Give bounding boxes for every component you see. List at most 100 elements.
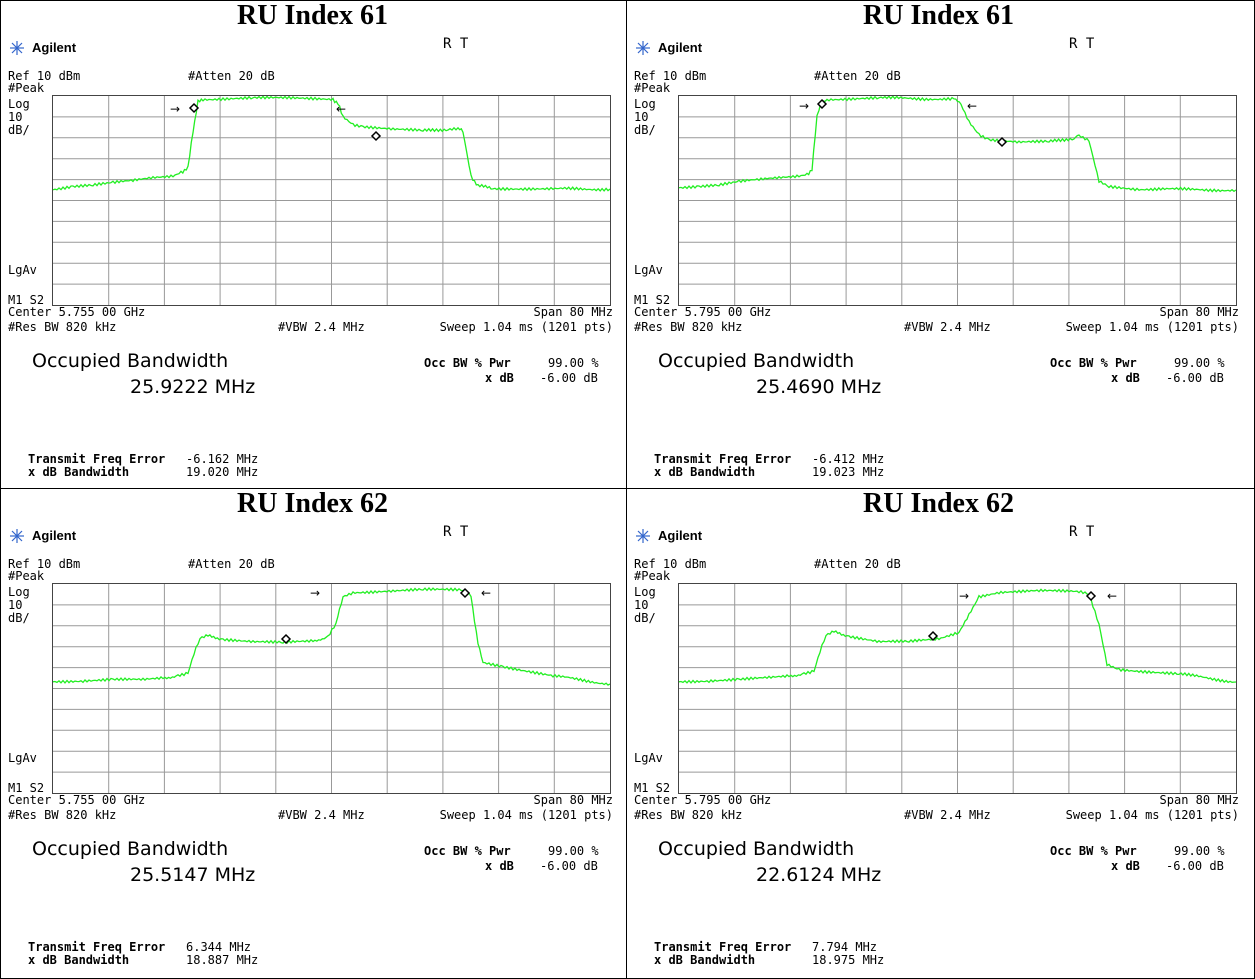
transmit-freq-error-value: -6.412 MHz xyxy=(812,452,885,466)
x-db-value: -6.00 dB xyxy=(1166,859,1224,873)
vbw: #VBW 2.4 MHz xyxy=(278,808,365,822)
attenuation: #Atten 20 dB xyxy=(188,69,275,83)
x-db-bandwidth-value: 18.975 MHz xyxy=(812,953,885,967)
spectrum-graticule: → ← xyxy=(53,96,610,305)
brand-name: Agilent xyxy=(32,528,77,543)
lgav-label: LgAv xyxy=(8,751,37,765)
center-frequency: Center 5.755 00 GHz xyxy=(8,793,146,807)
ref-level: Ref 10 dBm xyxy=(8,69,81,83)
panel-1: RU Index 61 Agilent R T Ref 10 dBm #Atte… xyxy=(0,0,625,487)
panel-3: RU Index 62 Agilent R T Ref 10 dBm #Atte… xyxy=(0,488,625,975)
spectrum-trace xyxy=(53,96,610,192)
detector-peak: #Peak xyxy=(634,569,671,583)
arrow-left-icon: ← xyxy=(1107,589,1117,603)
brand-name: Agilent xyxy=(658,40,703,55)
arrow-right-icon: → xyxy=(799,99,809,113)
occ-bw-pwr-value: 99.00 % xyxy=(548,356,599,370)
spectrum-trace xyxy=(679,588,1236,684)
x-db-label: x dB xyxy=(1111,859,1140,873)
vbw: #VBW 2.4 MHz xyxy=(904,320,991,334)
ref-level: Ref 10 dBm xyxy=(8,557,81,571)
scale-value: 10 xyxy=(634,598,649,612)
lgav-label: LgAv xyxy=(634,263,663,277)
occ-bw-pwr-value: 99.00 % xyxy=(548,844,599,858)
occupied-bandwidth-value: 22.6124 MHz xyxy=(756,864,882,886)
sweep: Sweep 1.04 ms (1201 pts) xyxy=(1065,808,1239,822)
sweep: Sweep 1.04 ms (1201 pts) xyxy=(439,808,613,822)
x-db-value: -6.00 dB xyxy=(540,859,598,873)
arrow-left-icon: ← xyxy=(481,586,491,600)
transmit-freq-error-label: Transmit Freq Error xyxy=(28,940,166,954)
detector-peak: #Peak xyxy=(8,81,45,95)
x-db-bandwidth-label: x dB Bandwidth xyxy=(28,465,130,479)
marker-diamond xyxy=(996,136,1008,148)
center-frequency: Center 5.755 00 GHz xyxy=(8,305,146,319)
marker-diamond xyxy=(816,98,828,110)
x-db-bandwidth-label: x dB Bandwidth xyxy=(654,465,756,479)
rt-indicator: R T xyxy=(1069,36,1095,52)
scale-log: Log xyxy=(8,585,30,599)
occ-bw-pwr-label: Occ BW % Pwr xyxy=(424,844,511,858)
m1-s2-label: M1 S2 xyxy=(8,781,45,795)
spectrum-plot: → ← xyxy=(52,583,611,794)
x-db-label: x dB xyxy=(1111,371,1140,385)
agilent-logo: Agilent xyxy=(636,40,702,55)
scale-log: Log xyxy=(634,97,656,111)
scale-value: 10 xyxy=(634,110,649,124)
row-divider xyxy=(1,488,1254,489)
rt-indicator: R T xyxy=(1069,524,1095,540)
scale-unit: dB/ xyxy=(634,611,656,625)
ref-level: Ref 10 dBm xyxy=(634,69,707,83)
span: Span 80 MHz xyxy=(1159,793,1239,807)
occupied-bandwidth-title: Occupied Bandwidth xyxy=(32,350,229,372)
panel-title: RU Index 61 xyxy=(863,0,1014,31)
transmit-freq-error-label: Transmit Freq Error xyxy=(654,452,792,466)
rt-indicator: R T xyxy=(443,524,469,540)
lgav-label: LgAv xyxy=(8,263,37,277)
spectrum-graticule: → ← xyxy=(53,584,610,793)
scale-value: 10 xyxy=(8,598,23,612)
center-frequency: Center 5.795 00 GHz xyxy=(634,305,772,319)
scale-unit: dB/ xyxy=(8,611,30,625)
arrow-right-icon: → xyxy=(170,102,180,116)
transmit-freq-error-value: 6.344 MHz xyxy=(186,940,252,954)
occupied-bandwidth-title: Occupied Bandwidth xyxy=(658,350,855,372)
scale-log: Log xyxy=(634,585,656,599)
arrow-left-icon: ← xyxy=(336,102,346,116)
panel-2: RU Index 61 Agilent R T Ref 10 dBm #Atte… xyxy=(626,0,1251,487)
starburst-icon xyxy=(636,40,650,55)
rt-indicator: R T xyxy=(443,36,469,52)
x-db-bandwidth-value: 19.023 MHz xyxy=(812,465,885,479)
scale-value: 10 xyxy=(8,110,23,124)
agilent-logo: Agilent xyxy=(10,528,76,543)
spectrum-plot: → ← xyxy=(678,583,1237,794)
transmit-freq-error-label: Transmit Freq Error xyxy=(28,452,166,466)
detector-peak: #Peak xyxy=(634,81,671,95)
x-db-bandwidth-value: 19.020 MHz xyxy=(186,465,259,479)
vbw: #VBW 2.4 MHz xyxy=(278,320,365,334)
occ-bw-pwr-label: Occ BW % Pwr xyxy=(1050,844,1137,858)
x-db-bandwidth-label: x dB Bandwidth xyxy=(654,953,756,967)
center-frequency: Center 5.795 00 GHz xyxy=(634,793,772,807)
detector-peak: #Peak xyxy=(8,569,45,583)
marker-diamond xyxy=(927,630,939,642)
occupied-bandwidth-value: 25.5147 MHz xyxy=(130,864,256,886)
column-divider xyxy=(626,1,627,978)
lgav-label: LgAv xyxy=(634,751,663,765)
arrow-left-icon: ← xyxy=(967,99,977,113)
spectrum-plot: → ← xyxy=(678,95,1237,306)
starburst-icon xyxy=(10,40,24,55)
occupied-bandwidth-value: 25.4690 MHz xyxy=(756,376,882,398)
arrow-right-icon: → xyxy=(310,586,320,600)
span: Span 80 MHz xyxy=(533,793,613,807)
transmit-freq-error-value: 7.794 MHz xyxy=(812,940,878,954)
x-db-value: -6.00 dB xyxy=(1166,371,1224,385)
x-db-bandwidth-value: 18.887 MHz xyxy=(186,953,259,967)
brand-name: Agilent xyxy=(32,40,77,55)
attenuation: #Atten 20 dB xyxy=(814,557,901,571)
marker-diamond xyxy=(459,587,471,599)
spectrum-plot: → ← xyxy=(52,95,611,306)
occ-bw-pwr-label: Occ BW % Pwr xyxy=(1050,356,1137,370)
transmit-freq-error-value: -6.162 MHz xyxy=(186,452,259,466)
vbw: #VBW 2.4 MHz xyxy=(904,808,991,822)
